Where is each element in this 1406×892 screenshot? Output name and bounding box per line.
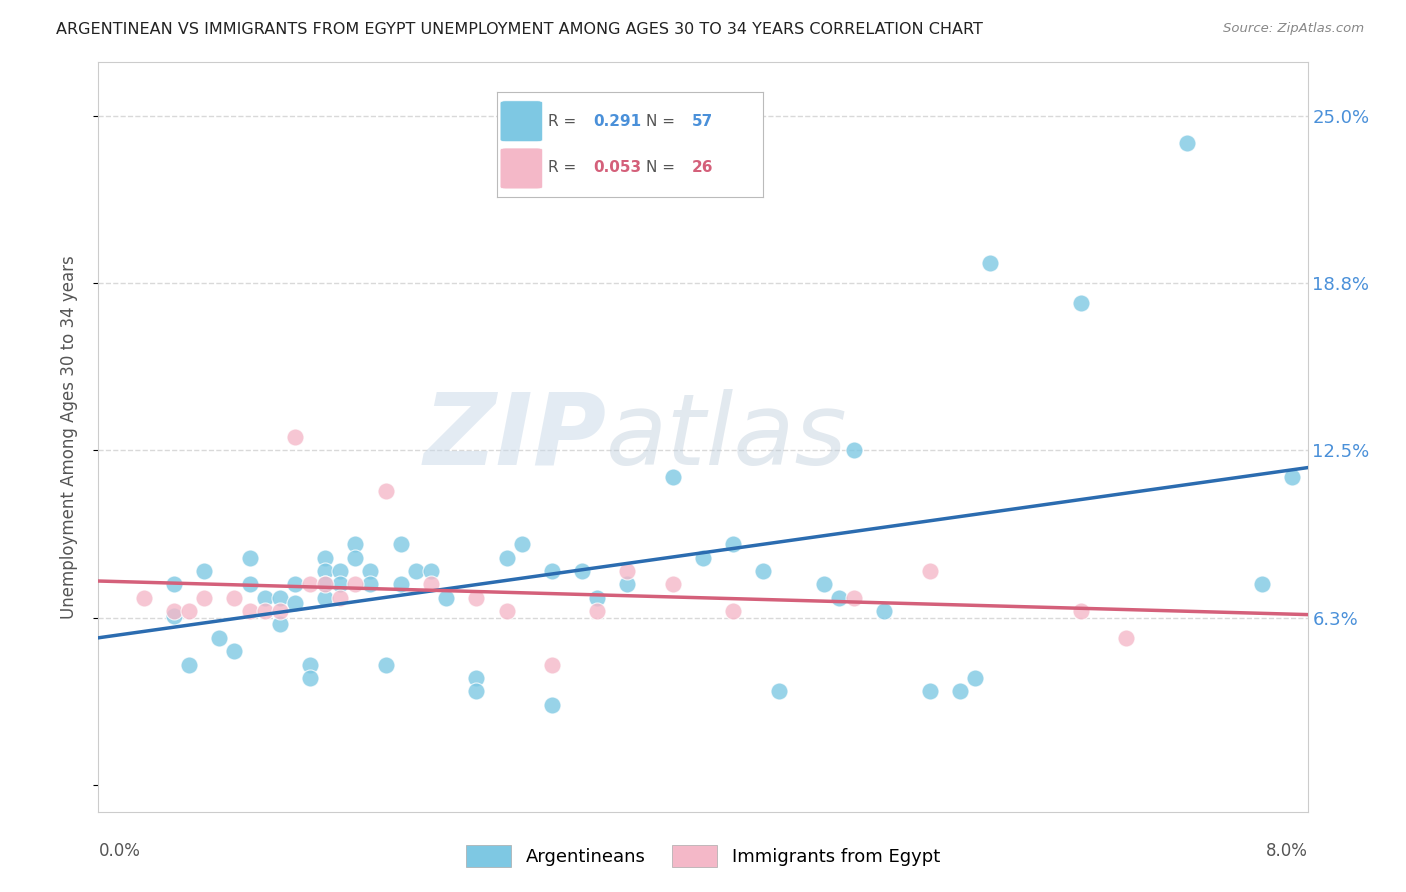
Point xyxy=(918,564,941,578)
Point xyxy=(616,564,638,578)
Point xyxy=(571,564,593,578)
Point xyxy=(193,591,215,605)
Point xyxy=(360,564,382,578)
Point xyxy=(495,604,517,618)
Point xyxy=(344,577,367,591)
Point xyxy=(661,577,683,591)
Point xyxy=(844,591,866,605)
Point xyxy=(299,671,322,685)
Point xyxy=(692,550,714,565)
Point xyxy=(269,617,291,632)
Point xyxy=(314,564,336,578)
Text: 0.0%: 0.0% xyxy=(98,842,141,860)
Point xyxy=(1175,136,1198,150)
Point xyxy=(374,483,396,498)
Point xyxy=(965,671,987,685)
Point xyxy=(314,577,336,591)
Point xyxy=(434,591,457,605)
Point xyxy=(360,577,382,591)
Point xyxy=(405,564,427,578)
Point xyxy=(314,577,336,591)
Point xyxy=(163,577,186,591)
Point xyxy=(661,470,683,484)
Point xyxy=(1251,577,1274,591)
Point xyxy=(179,604,201,618)
Point xyxy=(586,591,609,605)
Point xyxy=(344,550,367,565)
Point xyxy=(163,604,186,618)
Text: 8.0%: 8.0% xyxy=(1265,842,1308,860)
Point xyxy=(768,684,790,698)
Point xyxy=(329,577,352,591)
Point xyxy=(495,550,517,565)
Text: atlas: atlas xyxy=(606,389,848,485)
Point xyxy=(540,657,562,672)
Point xyxy=(586,604,609,618)
Point xyxy=(420,577,443,591)
Point xyxy=(239,577,262,591)
Point xyxy=(540,698,562,712)
Point xyxy=(510,537,533,551)
Point xyxy=(374,657,396,672)
Point xyxy=(723,537,745,551)
Point xyxy=(616,577,638,591)
Point xyxy=(389,577,412,591)
Point xyxy=(284,596,307,610)
Point xyxy=(208,631,231,645)
Point xyxy=(284,577,307,591)
Point xyxy=(329,564,352,578)
Point xyxy=(163,609,186,624)
Text: ZIP: ZIP xyxy=(423,389,606,485)
Point xyxy=(284,430,307,444)
Point xyxy=(752,564,775,578)
Point xyxy=(314,591,336,605)
Text: Source: ZipAtlas.com: Source: ZipAtlas.com xyxy=(1223,22,1364,36)
Point xyxy=(1070,296,1092,310)
Point xyxy=(844,443,866,458)
Point xyxy=(873,604,896,618)
Point xyxy=(132,591,155,605)
Point xyxy=(299,577,322,591)
Point xyxy=(828,591,851,605)
Point xyxy=(344,537,367,551)
Point xyxy=(239,550,262,565)
Point xyxy=(314,550,336,565)
Point xyxy=(723,604,745,618)
Text: ARGENTINEAN VS IMMIGRANTS FROM EGYPT UNEMPLOYMENT AMONG AGES 30 TO 34 YEARS CORR: ARGENTINEAN VS IMMIGRANTS FROM EGYPT UNE… xyxy=(56,22,983,37)
Legend: Argentineans, Immigrants from Egypt: Argentineans, Immigrants from Egypt xyxy=(458,838,948,874)
Point xyxy=(253,591,276,605)
Point xyxy=(465,591,488,605)
Y-axis label: Unemployment Among Ages 30 to 34 years: Unemployment Among Ages 30 to 34 years xyxy=(59,255,77,619)
Point xyxy=(193,564,215,578)
Point xyxy=(269,604,291,618)
Point xyxy=(329,591,352,605)
Point xyxy=(540,564,562,578)
Point xyxy=(420,564,443,578)
Point xyxy=(949,684,972,698)
Point xyxy=(1281,470,1303,484)
Point xyxy=(465,684,488,698)
Point xyxy=(269,591,291,605)
Point xyxy=(979,256,1001,270)
Point xyxy=(465,671,488,685)
Point xyxy=(299,657,322,672)
Point xyxy=(253,604,276,618)
Point xyxy=(239,604,262,618)
Point xyxy=(224,591,246,605)
Point xyxy=(813,577,835,591)
Point xyxy=(179,657,201,672)
Point xyxy=(1115,631,1137,645)
Point xyxy=(918,684,941,698)
Point xyxy=(1070,604,1092,618)
Point xyxy=(224,644,246,658)
Point xyxy=(389,537,412,551)
